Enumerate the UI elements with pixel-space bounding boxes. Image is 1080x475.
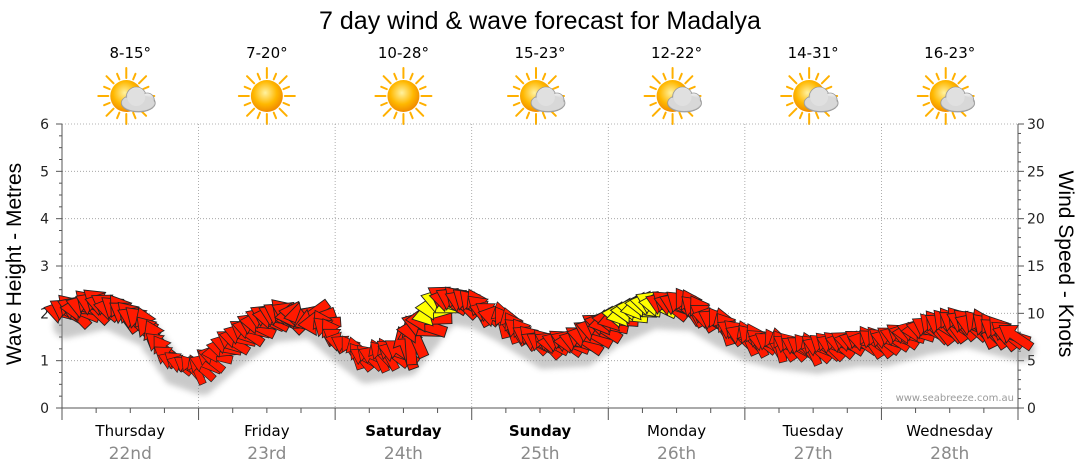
day-date-label: 23rd <box>247 444 286 464</box>
axes <box>56 123 1024 420</box>
day-temp-range: 7-20° <box>246 44 288 62</box>
right-tick-label: 0 <box>1027 401 1036 417</box>
day-name-label: Thursday <box>94 422 165 440</box>
day-temperatures: 8-15° 7-20° 10-28° 15-23° 12-22° 14-31° 16-23° <box>110 44 976 62</box>
day-date-label: 27th <box>794 444 833 464</box>
day-date-label: 26th <box>657 444 696 464</box>
day-temp-range: 14-31° <box>788 44 839 62</box>
day-temp-range: 16-23° <box>924 44 975 62</box>
right-tick-label: 10 <box>1027 306 1045 322</box>
partly-cloudy-icon <box>780 67 839 125</box>
partly-cloudy-icon <box>97 67 156 125</box>
right-tick-label: 5 <box>1027 354 1036 370</box>
wind-arrow <box>998 325 1035 352</box>
left-tick-label: 6 <box>40 117 49 133</box>
day-date-label: 25th <box>520 444 559 464</box>
chart-title: 7 day wind & wave forecast for Madalya <box>319 7 761 35</box>
left-tick-label: 4 <box>40 212 49 228</box>
left-axis-ticks: 0 1 2 3 4 5 6 <box>40 117 49 417</box>
right-tick-label: 15 <box>1027 259 1045 275</box>
partly-cloudy-icon <box>643 67 702 125</box>
partly-cloudy-icon <box>916 67 976 125</box>
partly-cloudy-icon <box>507 67 566 125</box>
day-name-label: Saturday <box>365 422 442 440</box>
left-tick-label: 2 <box>40 306 49 322</box>
credit-text: www.seabreeze.com.au <box>896 393 1014 404</box>
right-tick-label: 20 <box>1027 212 1045 228</box>
weather-icons <box>97 67 976 125</box>
left-axis-label: Wave Height - Metres <box>3 163 26 365</box>
left-tick-label: 3 <box>40 259 49 275</box>
left-tick-label: 0 <box>40 401 49 417</box>
day-name-label: Tuesday <box>782 422 844 440</box>
left-tick-label: 5 <box>40 164 49 180</box>
right-axis-label: Wind Speed - Knots <box>1054 171 1077 358</box>
sun-icon <box>374 67 433 125</box>
day-temp-range: 12-22° <box>651 44 702 62</box>
right-axis-ticks: 0 5 10 15 20 25 30 <box>1027 117 1045 417</box>
day-temp-range: 8-15° <box>110 44 152 62</box>
right-tick-label: 25 <box>1027 164 1045 180</box>
day-date-label: 28th <box>930 444 969 464</box>
day-name-label: Monday <box>647 422 706 440</box>
day-name-label: Friday <box>244 422 290 440</box>
day-labels: Thursday 22nd Friday 23rd Saturday 24th Sunday… <box>94 422 993 464</box>
day-date-label: 24th <box>384 444 423 464</box>
day-name-label: Sunday <box>509 422 572 440</box>
right-tick-label: 30 <box>1027 117 1045 133</box>
day-date-label: 22nd <box>109 444 152 464</box>
sun-icon <box>237 67 296 125</box>
wind-arrows-series <box>43 286 1035 386</box>
day-temp-range: 10-28° <box>378 44 429 62</box>
day-temp-range: 15-23° <box>514 44 565 62</box>
day-name-label: Wednesday <box>906 422 993 440</box>
left-tick-label: 1 <box>40 354 49 370</box>
